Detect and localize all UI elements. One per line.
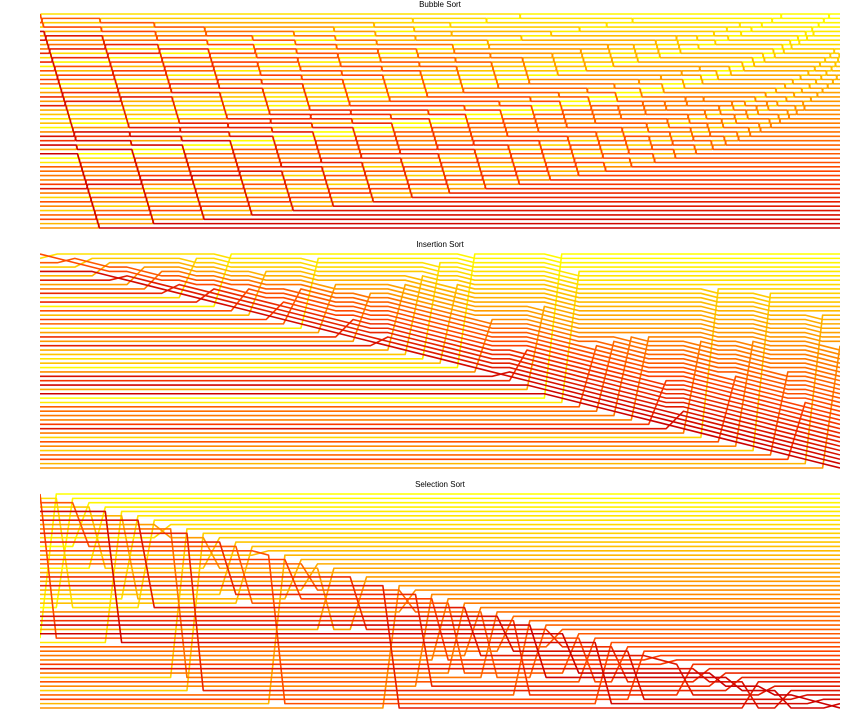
selection-sort-chart <box>40 492 840 710</box>
trace-line <box>40 498 840 607</box>
trace-line <box>40 494 840 682</box>
trace-line <box>40 14 840 167</box>
trace-line <box>40 53 840 101</box>
trace-line <box>40 285 840 333</box>
trace-line <box>40 80 840 189</box>
trace-line <box>40 254 840 407</box>
panel-title: Insertion Sort <box>40 240 840 249</box>
trace-line <box>40 394 840 468</box>
trace-line <box>40 560 840 660</box>
trace-line <box>40 136 840 202</box>
trace-line <box>40 525 840 538</box>
trace-line <box>40 271 840 371</box>
trace-line <box>40 498 840 607</box>
trace-line <box>40 271 840 459</box>
trace-line <box>40 45 840 198</box>
trace-line <box>40 18 840 153</box>
trace-line <box>40 634 840 708</box>
trace-line <box>40 171 840 210</box>
trace-line <box>40 651 840 699</box>
bubble-sort-chart <box>40 12 840 230</box>
sort-visualization-page: Bubble Sort Insertion Sort Selection Sor… <box>0 0 864 720</box>
panel-bubble-sort: Bubble Sort <box>40 12 840 230</box>
trace-line <box>40 31 840 131</box>
trace-line <box>40 110 840 184</box>
trace-line <box>40 293 840 341</box>
trace-line <box>40 669 840 708</box>
trace-line <box>40 590 840 612</box>
panel-title: Selection Sort <box>40 480 840 489</box>
trace-line <box>40 154 840 228</box>
trace-line <box>40 31 840 219</box>
trace-line <box>40 258 840 393</box>
panel-title: Bubble Sort <box>40 0 840 9</box>
panel-insertion-sort: Insertion Sort <box>40 252 840 470</box>
trace-line <box>40 411 840 450</box>
insertion-sort-chart <box>40 252 840 470</box>
trace-line <box>40 285 840 351</box>
panel-selection-sort: Selection Sort <box>40 492 840 710</box>
